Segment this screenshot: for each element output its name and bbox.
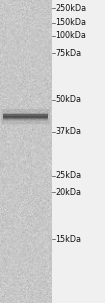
Text: 37kDa: 37kDa (55, 127, 81, 136)
Text: 100kDa: 100kDa (55, 31, 86, 40)
Bar (3, 118, 48, 119)
Bar (3, 119, 48, 120)
Bar (3, 115, 48, 116)
Text: 15kDa: 15kDa (55, 235, 81, 244)
Bar (3, 116, 48, 117)
Text: 250kDa: 250kDa (55, 4, 86, 13)
Text: 50kDa: 50kDa (55, 95, 81, 105)
Text: 25kDa: 25kDa (55, 171, 81, 180)
Bar (3, 113, 48, 114)
Bar (3, 120, 48, 121)
Bar (52, 0, 105, 303)
Bar (3, 112, 48, 113)
Bar (3, 118, 48, 119)
Bar (0, 0, 52, 303)
Text: 150kDa: 150kDa (55, 18, 86, 27)
Bar (3, 117, 48, 118)
FancyBboxPatch shape (2, 109, 50, 124)
Text: 75kDa: 75kDa (55, 48, 81, 58)
Bar (3, 115, 48, 116)
Text: 20kDa: 20kDa (55, 188, 81, 197)
Bar (3, 114, 48, 115)
